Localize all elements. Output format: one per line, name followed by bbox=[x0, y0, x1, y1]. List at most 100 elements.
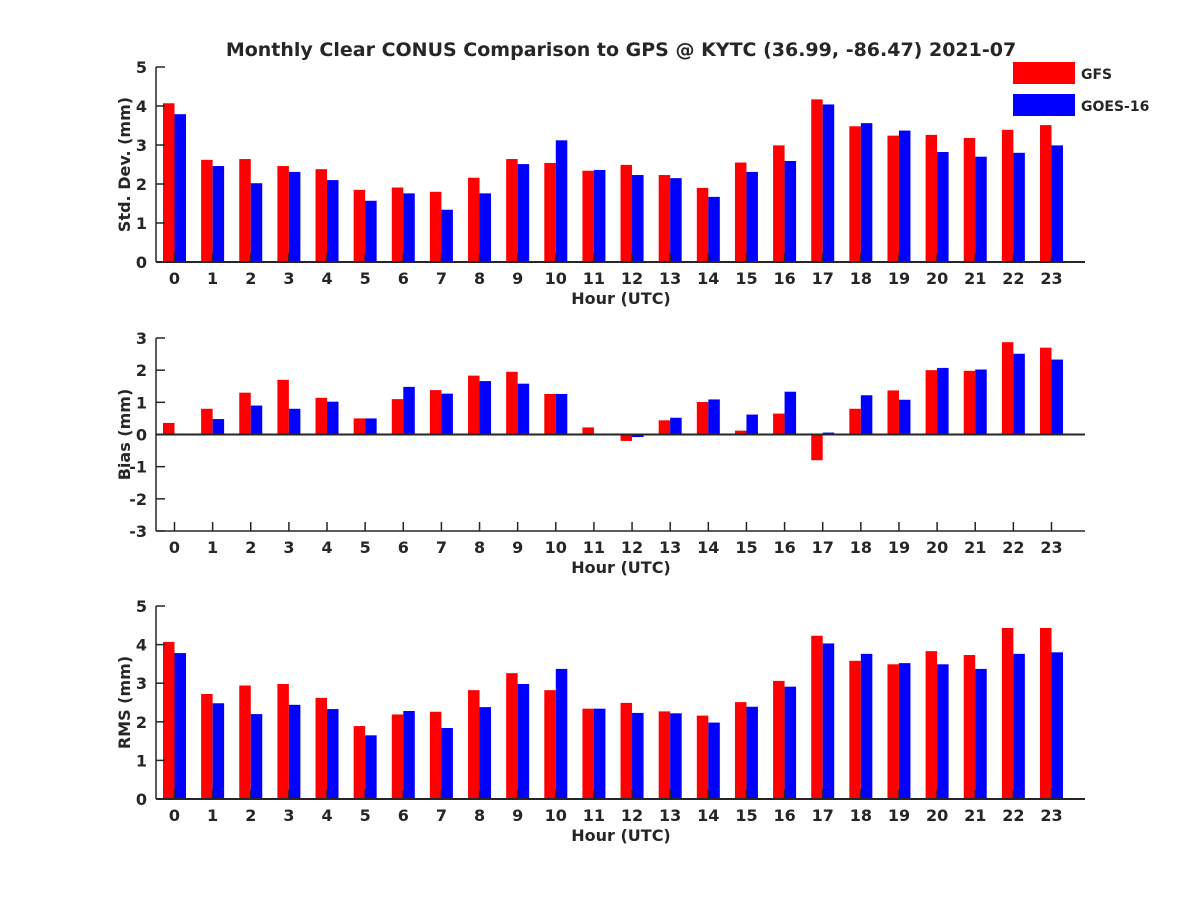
bias-y-tick-label: -3 bbox=[129, 522, 147, 541]
bias-bar-gfs-18 bbox=[849, 408, 861, 435]
rms-bar-gfs-9 bbox=[506, 673, 518, 799]
stddev-y-tick-label: 1 bbox=[136, 214, 147, 233]
stddev-bar-gfs-22 bbox=[1001, 129, 1014, 262]
bias-bar-goes16-13 bbox=[670, 417, 682, 435]
rms-bar-goes16-20 bbox=[937, 664, 949, 799]
rms-bar-gfs-1 bbox=[201, 694, 213, 799]
stddev-x-tick-label: 9 bbox=[512, 269, 523, 288]
rms-bar-gfs-7 bbox=[429, 711, 442, 799]
bias-bar-goes16-23 bbox=[1051, 359, 1063, 435]
legend-label-goes16: GOES-16 bbox=[1081, 99, 1149, 115]
rms-bar-gfs-15 bbox=[734, 702, 747, 799]
stddev-bar-gfs-13 bbox=[658, 175, 671, 262]
rms-bar-goes16-6 bbox=[403, 710, 415, 799]
stddev-bar-goes16-0 bbox=[174, 114, 186, 262]
stddev-bar-gfs-7 bbox=[429, 191, 442, 262]
bias-x-tick-label: 4 bbox=[321, 538, 332, 557]
bias-y-tick-label: 1 bbox=[136, 393, 147, 412]
stddev-y-tick-label: 5 bbox=[136, 58, 147, 77]
stddev-bar-goes16-3 bbox=[288, 171, 301, 262]
bias-bar-goes16-12 bbox=[632, 434, 644, 438]
stddev-x-tick-label: 4 bbox=[321, 269, 332, 288]
bias-x-tick-label: 23 bbox=[1040, 538, 1062, 557]
stddev-bar-goes16-6 bbox=[403, 193, 415, 262]
stddev-x-tick-label: 21 bbox=[964, 269, 986, 288]
stddev-bar-gfs-19 bbox=[887, 135, 899, 262]
stddev-x-tick-label: 7 bbox=[436, 269, 447, 288]
stddev-bar-gfs-8 bbox=[468, 177, 480, 262]
bias-x-tick-label: 6 bbox=[398, 538, 409, 557]
bias-x-tick-label: 11 bbox=[583, 538, 605, 557]
bias-y-tick-label: -2 bbox=[129, 490, 147, 509]
stddev-x-tick-label: 19 bbox=[888, 269, 910, 288]
rms-x-tick-label: 13 bbox=[659, 806, 681, 825]
stddev-bar-goes16-7 bbox=[441, 209, 453, 262]
bias-x-tick-label: 9 bbox=[512, 538, 523, 557]
legend-swatch-goes16 bbox=[1013, 94, 1075, 116]
bias-bar-gfs-16 bbox=[773, 413, 785, 435]
stddev-bar-goes16-10 bbox=[555, 140, 568, 262]
stddev-bar-gfs-17 bbox=[811, 99, 823, 263]
rms-bar-goes16-18 bbox=[860, 653, 873, 799]
bias-bar-gfs-11 bbox=[582, 427, 594, 435]
stddev-y-label: Std. Dev. (mm) bbox=[115, 97, 134, 232]
bias-bar-goes16-14 bbox=[708, 399, 720, 435]
stddev-bar-gfs-20 bbox=[925, 134, 938, 262]
bias-x-tick-label: 21 bbox=[964, 538, 986, 557]
bias-bar-goes16-2 bbox=[250, 405, 263, 435]
bias-x-tick-label: 0 bbox=[169, 538, 180, 557]
bias-bar-gfs-12 bbox=[620, 434, 633, 441]
bias-bar-goes16-6 bbox=[403, 386, 415, 435]
rms-bar-gfs-20 bbox=[925, 651, 938, 799]
rms-x-tick-label: 2 bbox=[245, 806, 256, 825]
rms-y-tick-label: 5 bbox=[136, 597, 147, 616]
stddev-bar-gfs-12 bbox=[620, 164, 633, 262]
bias-x-tick-label: 3 bbox=[283, 538, 294, 557]
rms-bar-goes16-19 bbox=[898, 663, 911, 799]
rms-bar-gfs-12 bbox=[620, 702, 633, 799]
rms-bar-goes16-4 bbox=[327, 709, 339, 799]
bias-x-tick-label: 15 bbox=[735, 538, 757, 557]
rms-x-tick-label: 17 bbox=[812, 806, 834, 825]
chart-title: Monthly Clear CONUS Comparison to GPS @ … bbox=[226, 39, 1016, 61]
bias-bar-gfs-17 bbox=[811, 434, 823, 461]
rms-bar-gfs-14 bbox=[696, 715, 709, 799]
bias-bar-goes16-15 bbox=[746, 414, 758, 435]
rms-x-tick-label: 0 bbox=[169, 806, 180, 825]
rms-x-tick-label: 22 bbox=[1002, 806, 1024, 825]
bias-x-tick-label: 5 bbox=[360, 538, 371, 557]
stddev-x-tick-label: 8 bbox=[474, 269, 485, 288]
stddev-bar-goes16-23 bbox=[1051, 145, 1063, 262]
bias-bar-goes16-9 bbox=[517, 383, 530, 435]
stddev-y-tick-label: 0 bbox=[136, 253, 147, 272]
bias-bar-gfs-4 bbox=[315, 397, 328, 435]
rms-bar-goes16-5 bbox=[365, 735, 377, 799]
bias-bar-gfs-10 bbox=[544, 393, 556, 435]
stddev-bar-gfs-9 bbox=[506, 159, 518, 262]
rms-bar-goes16-12 bbox=[632, 712, 644, 799]
rms-x-tick-label: 15 bbox=[735, 806, 757, 825]
bias-bar-goes16-1 bbox=[212, 419, 225, 435]
bias-bar-goes16-5 bbox=[365, 418, 377, 435]
stddev-x-tick-label: 18 bbox=[850, 269, 872, 288]
bias-bar-goes16-21 bbox=[975, 369, 987, 435]
bias-x-tick-label: 1 bbox=[207, 538, 218, 557]
bias-x-tick-label: 16 bbox=[773, 538, 795, 557]
bias-x-tick-label: 10 bbox=[545, 538, 567, 557]
stddev-bar-gfs-5 bbox=[353, 189, 366, 262]
stddev-bar-goes16-21 bbox=[975, 156, 987, 262]
stddev-x-tick-label: 13 bbox=[659, 269, 681, 288]
stddev-bar-goes16-1 bbox=[212, 166, 225, 262]
bias-bar-gfs-22 bbox=[1001, 342, 1014, 435]
bias-bar-gfs-5 bbox=[353, 418, 366, 435]
bias-bar-goes16-8 bbox=[479, 381, 492, 435]
bias-y-tick-label: 3 bbox=[136, 329, 147, 348]
bias-x-tick-label: 7 bbox=[436, 538, 447, 557]
stddev-bar-gfs-11 bbox=[582, 170, 594, 262]
rms-x-tick-label: 7 bbox=[436, 806, 447, 825]
stddev-bar-goes16-18 bbox=[860, 123, 873, 262]
bias-x-tick-label: 2 bbox=[245, 538, 256, 557]
rms-x-tick-label: 9 bbox=[512, 806, 523, 825]
